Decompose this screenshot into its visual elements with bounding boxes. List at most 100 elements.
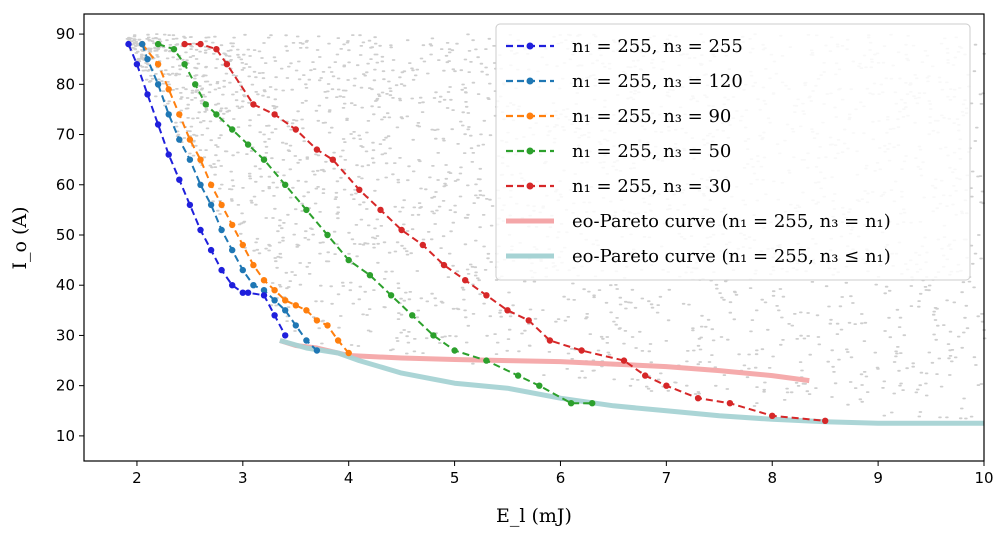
data-point bbox=[440, 261, 448, 269]
data-point bbox=[377, 206, 384, 214]
data-point bbox=[170, 46, 178, 53]
data-point bbox=[186, 136, 194, 143]
legend-label: n₁ = 255, n₃ = 120 bbox=[572, 71, 743, 92]
series-1 bbox=[139, 40, 321, 354]
data-point bbox=[642, 372, 649, 379]
data-point bbox=[589, 400, 596, 407]
legend-label: n₁ = 255, n₃ = 255 bbox=[572, 36, 743, 57]
legend-entry-5: eo-Pareto curve (n₁ = 255, n₃ = n₁) bbox=[506, 211, 891, 232]
y-tick-label: 30 bbox=[56, 326, 75, 344]
legend: n₁ = 255, n₃ = 255 n₁ = 255, n₃ = 120 n₁ =… bbox=[495, 23, 971, 281]
series-layer bbox=[125, 40, 984, 426]
data-point bbox=[282, 307, 289, 314]
data-point bbox=[250, 101, 257, 108]
legend-entry-4: n₁ = 255, n₃ = 30 bbox=[506, 176, 731, 197]
data-point bbox=[165, 86, 172, 93]
series-3 bbox=[154, 40, 596, 407]
legend-entry-0: n₁ = 255, n₃ = 255 bbox=[506, 36, 743, 57]
data-point bbox=[366, 272, 374, 279]
data-point bbox=[218, 266, 225, 274]
data-point bbox=[567, 400, 575, 407]
legend-label: eo-Pareto curve (n₁ = 255, n₃ = n₁) bbox=[572, 211, 891, 232]
data-point bbox=[154, 40, 162, 48]
legend-marker bbox=[526, 147, 534, 155]
x-tick-label: 6 bbox=[556, 469, 566, 487]
data-point bbox=[271, 287, 278, 294]
data-point bbox=[409, 312, 416, 319]
data-point bbox=[239, 241, 246, 249]
data-point bbox=[260, 287, 268, 294]
legend-marker bbox=[526, 42, 534, 50]
pareto-curve-line bbox=[279, 338, 984, 426]
data-point bbox=[694, 395, 702, 402]
data-point bbox=[292, 126, 299, 133]
data-point bbox=[229, 221, 236, 229]
data-point bbox=[387, 292, 395, 299]
data-point bbox=[726, 400, 734, 407]
data-point bbox=[165, 111, 172, 118]
data-point bbox=[525, 317, 532, 324]
series-4 bbox=[181, 40, 829, 424]
legend-entry-3: n₁ = 255, n₃ = 50 bbox=[506, 141, 731, 162]
data-point bbox=[197, 226, 204, 234]
data-point bbox=[244, 289, 252, 296]
data-point bbox=[154, 81, 162, 88]
data-point bbox=[578, 347, 585, 354]
data-point bbox=[133, 60, 141, 68]
data-point bbox=[329, 156, 336, 163]
legend-marker bbox=[526, 112, 534, 120]
data-point bbox=[239, 266, 246, 274]
data-point bbox=[303, 206, 310, 214]
legend-marker bbox=[526, 77, 534, 85]
data-point bbox=[139, 40, 146, 48]
data-point bbox=[282, 181, 289, 188]
data-point bbox=[229, 246, 236, 254]
data-point bbox=[260, 292, 268, 299]
series-6 bbox=[279, 338, 984, 426]
data-point bbox=[250, 261, 257, 269]
legend-label: eo-Pareto curve (n₁ = 255, n₃ ≤ n₁) bbox=[572, 246, 891, 267]
data-point bbox=[536, 382, 543, 389]
data-point bbox=[663, 382, 670, 389]
data-point bbox=[514, 372, 522, 379]
data-point bbox=[483, 357, 490, 364]
data-point bbox=[250, 282, 257, 289]
legend-entry-1: n₁ = 255, n₃ = 120 bbox=[506, 71, 743, 92]
data-point bbox=[271, 312, 278, 319]
x-tick-label: 2 bbox=[132, 469, 142, 487]
data-point bbox=[260, 277, 268, 284]
data-point bbox=[202, 101, 209, 108]
data-point bbox=[197, 181, 204, 188]
data-point bbox=[462, 277, 469, 284]
data-point bbox=[313, 347, 321, 354]
data-point bbox=[218, 226, 225, 234]
y-tick-label: 40 bbox=[56, 276, 75, 294]
x-tick-label: 10 bbox=[974, 469, 993, 487]
data-point bbox=[213, 111, 220, 118]
y-tick-label: 90 bbox=[56, 25, 75, 43]
plot-frame bbox=[83, 13, 985, 462]
data-point bbox=[292, 322, 299, 329]
series-0 bbox=[125, 40, 289, 339]
y-tick-label: 60 bbox=[56, 176, 75, 194]
x-tick-label: 8 bbox=[767, 469, 777, 487]
data-point bbox=[504, 307, 511, 314]
data-point bbox=[181, 40, 188, 48]
data-point bbox=[144, 56, 151, 63]
data-point bbox=[181, 60, 188, 68]
data-point bbox=[419, 241, 426, 249]
data-point bbox=[229, 282, 236, 289]
data-point bbox=[125, 40, 132, 48]
data-point bbox=[197, 40, 204, 48]
data-point bbox=[324, 322, 331, 329]
data-point bbox=[176, 176, 183, 183]
data-point bbox=[144, 91, 151, 98]
y-axis-label: I_o (A) bbox=[9, 206, 31, 269]
data-point bbox=[176, 136, 183, 143]
data-point bbox=[483, 292, 490, 299]
data-point bbox=[324, 231, 331, 239]
legend-marker bbox=[526, 182, 534, 190]
y-tick-label: 70 bbox=[56, 126, 75, 144]
data-point bbox=[345, 349, 352, 357]
data-point bbox=[398, 226, 405, 234]
